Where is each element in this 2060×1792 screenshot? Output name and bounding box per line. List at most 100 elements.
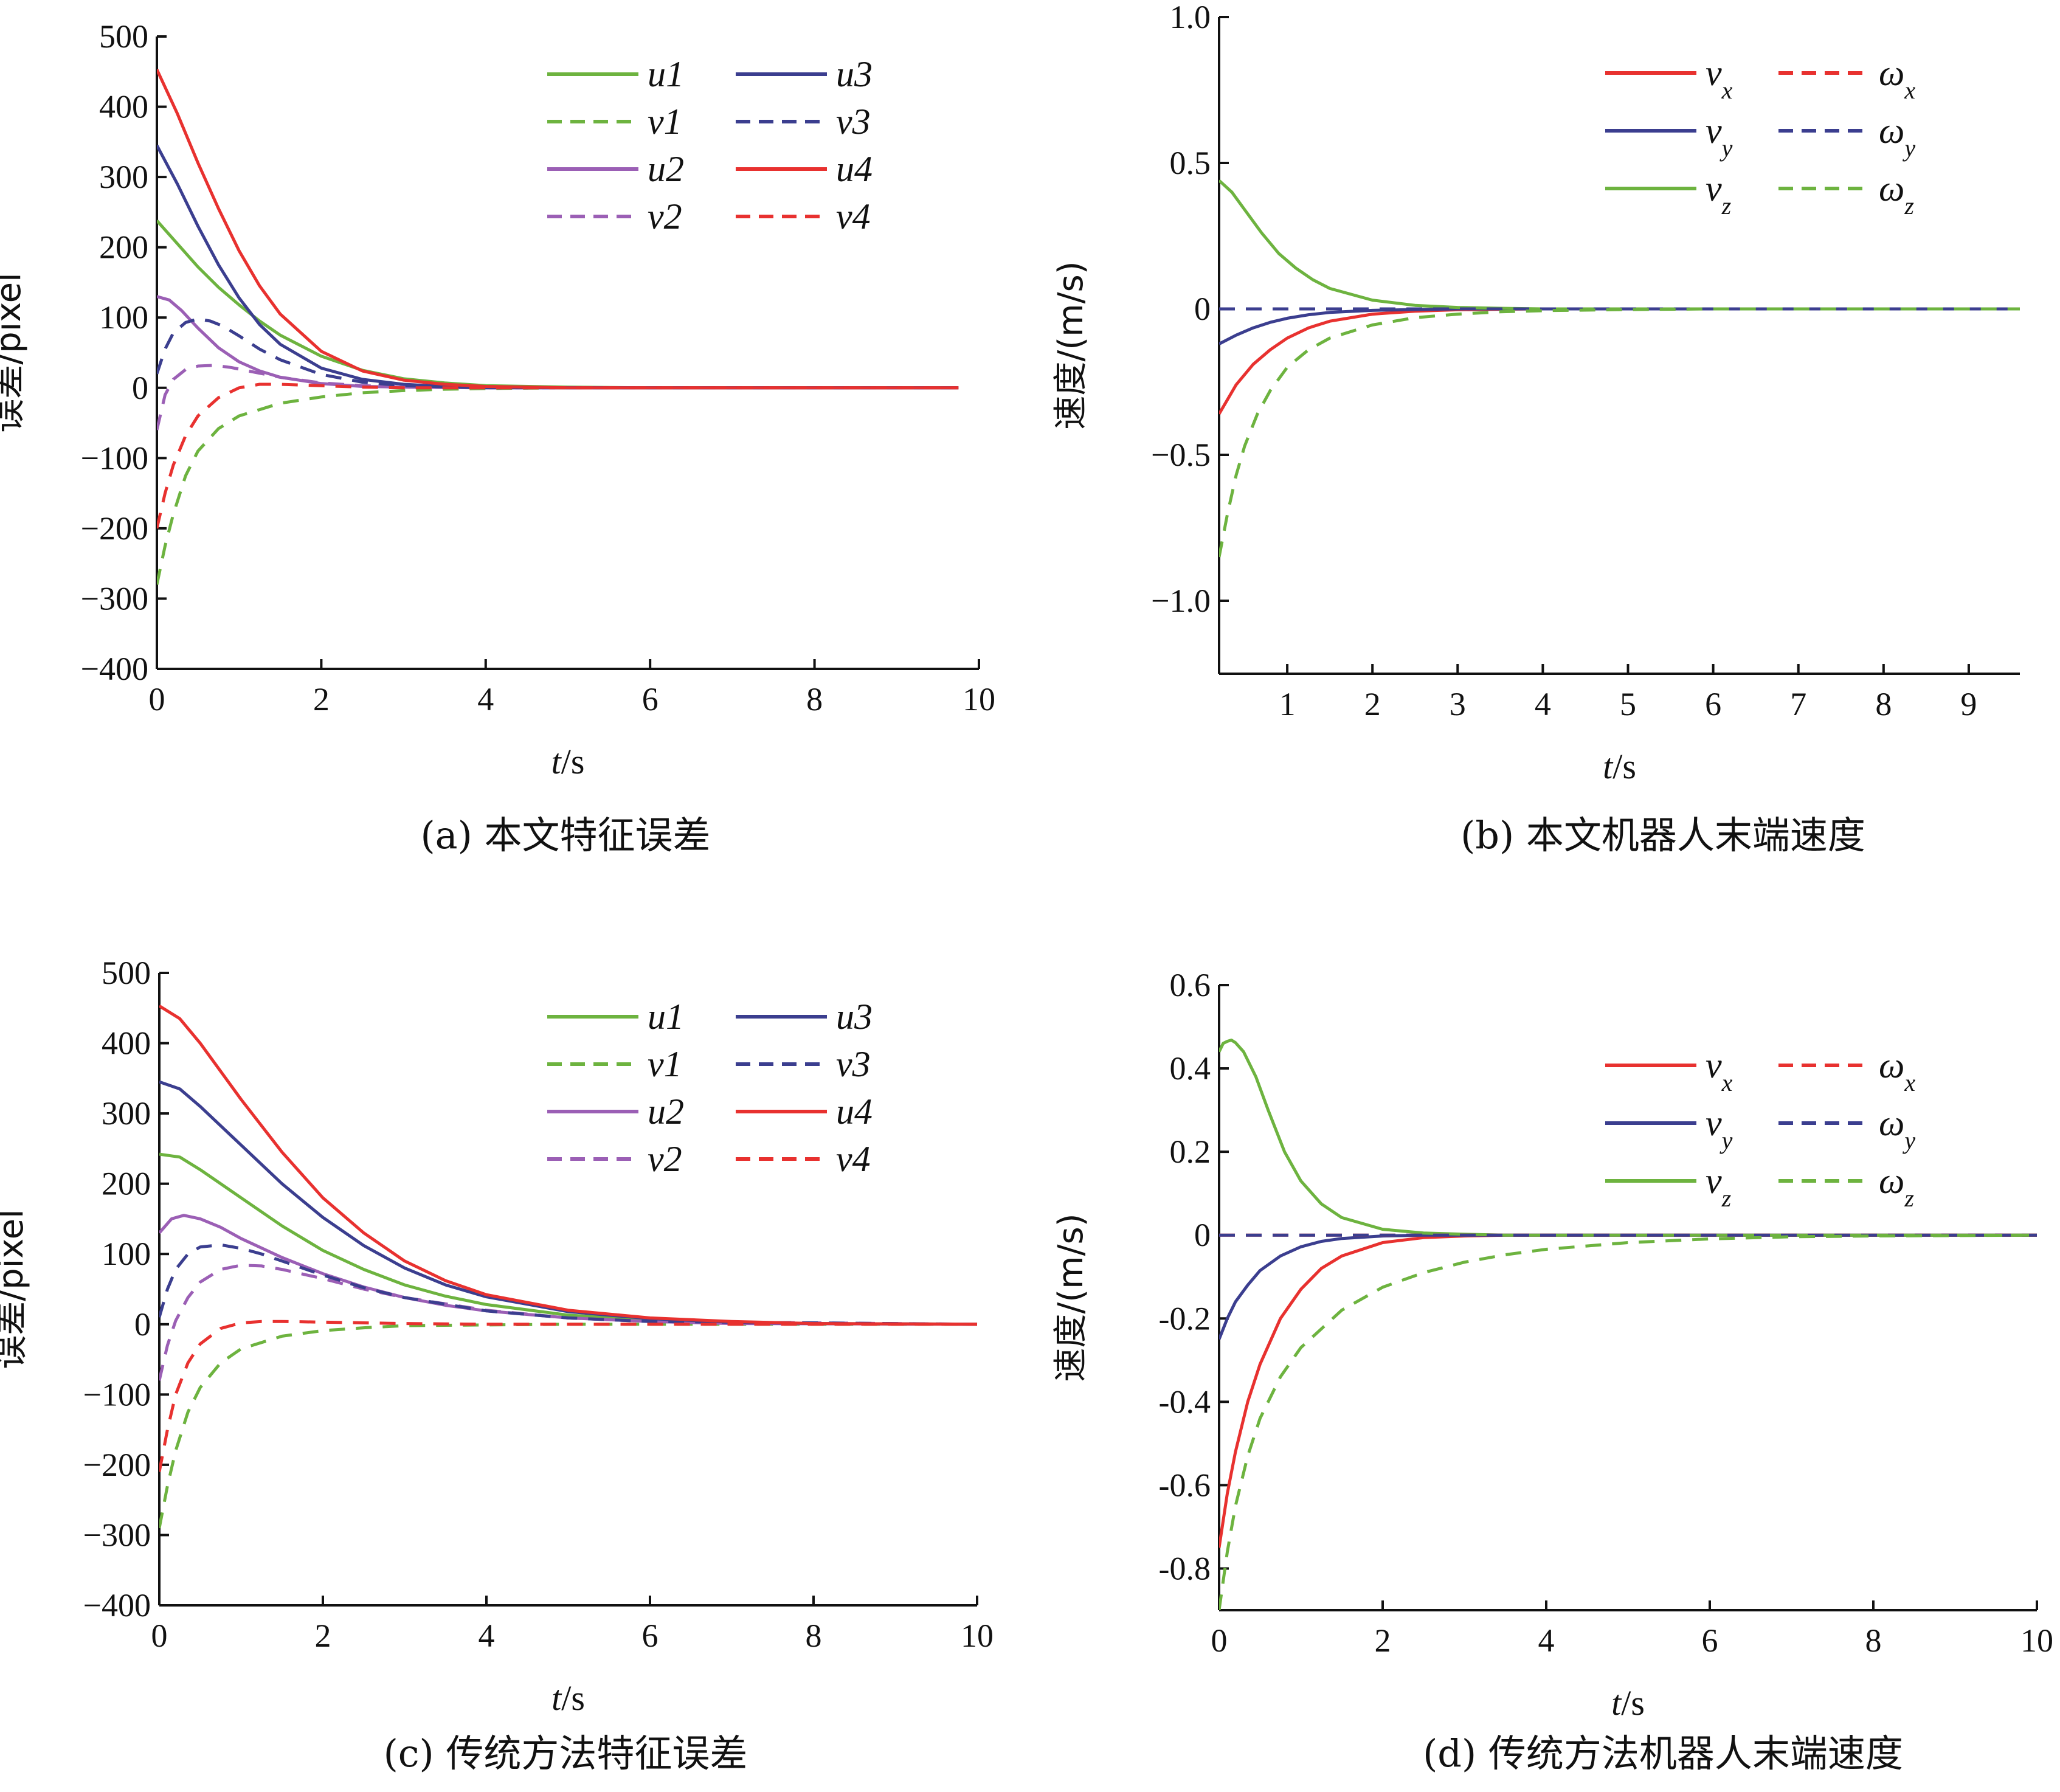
- chart-panel-1: −400 −300 −200 −100 0 100 200 300 400 500 0 2 4 6 8 10 t…: [0, 18, 995, 857]
- x-tick-label: 10: [961, 1617, 994, 1654]
- legend-label: vx: [1706, 1045, 1733, 1096]
- x-axis-title: t/s: [551, 1678, 585, 1718]
- series-line-vz: [1219, 1039, 2037, 1237]
- series-line-v1: [159, 1323, 977, 1529]
- x-tick-label: 4: [479, 1617, 495, 1654]
- legend-label: vy: [1706, 111, 1733, 162]
- x-tick-label: 1: [1279, 686, 1296, 722]
- legend-label: v4: [836, 196, 871, 237]
- panel-caption: (a) 本文特征误差: [420, 813, 710, 857]
- chart-panel-3: −400 −300 −200 −100 0 100 200 300 400 500 0 2 4 6 8 10 t…: [0, 955, 994, 1776]
- y-axis-title: 误差/pixel: [0, 272, 29, 432]
- legend-label: ωz: [1879, 168, 1914, 220]
- panel-caption: (c) 传统方法特征误差: [384, 1731, 748, 1776]
- series-line-vy: [1219, 1233, 2037, 1340]
- y-tick-label: −400: [83, 1587, 151, 1624]
- chart-panel-4: -0.8 -0.6 -0.4 -0.2 0 0.2 0.4 0.6 0 2 4 6 8 10 t/s 速度/(…: [1051, 967, 2053, 1776]
- y-axis-title: 速度/(m/s): [1051, 1213, 1091, 1382]
- x-tick-label: 10: [963, 681, 995, 718]
- series-line-v4: [157, 382, 959, 529]
- legend-label: u2: [648, 1091, 684, 1132]
- legend-label: ωx: [1879, 53, 1915, 104]
- x-tick-label: 8: [1865, 1622, 1882, 1659]
- x-tick-label: 9: [1960, 686, 1977, 722]
- legend-label: v2: [648, 196, 682, 237]
- y-tick-label: 300: [99, 159, 148, 195]
- y-tick-label: 100: [99, 299, 148, 336]
- y-tick-label: 0.4: [1170, 1050, 1211, 1087]
- y-tick-label: 0: [1194, 291, 1211, 327]
- y-tick-label: -0.6: [1159, 1467, 1211, 1503]
- y-tick-label: 0: [132, 370, 148, 406]
- legend-label: ωy: [1879, 111, 1915, 162]
- legend-label: u4: [836, 1091, 873, 1132]
- x-tick-label: 6: [642, 681, 658, 718]
- legend-label: v3: [836, 1044, 871, 1084]
- x-tick-label: 0: [149, 681, 165, 718]
- series-line-ωz: [1219, 1233, 2038, 1610]
- legend-label: v3: [836, 102, 871, 142]
- x-axis-title: t/s: [551, 742, 585, 781]
- y-tick-label: 0.6: [1170, 967, 1211, 1003]
- y-tick-label: −200: [81, 510, 148, 547]
- x-tick-label: 5: [1620, 686, 1636, 722]
- y-tick-label: −200: [83, 1447, 151, 1483]
- x-tick-label: 2: [315, 1617, 331, 1654]
- x-axis-title: t/s: [1603, 747, 1636, 786]
- series-line-v2: [157, 364, 959, 431]
- x-tick-label: 4: [1535, 686, 1551, 722]
- x-tick-label: 3: [1450, 686, 1466, 722]
- chart-panel-2: −1.0 −0.5 0 0.5 1.0 1 2 3 4 5 6 7 8 9 t/s 速度/(m/s) vx ωx v…: [1051, 0, 2020, 857]
- legend-label: u1: [648, 54, 684, 94]
- legend-label: u2: [648, 149, 684, 189]
- y-tick-label: −300: [81, 580, 148, 617]
- y-tick-label: 200: [102, 1166, 151, 1202]
- y-tick-label: 0.5: [1170, 145, 1211, 181]
- y-axis-title: 误差/pixel: [0, 1209, 31, 1369]
- legend-label: u3: [836, 997, 873, 1037]
- legend-label: v4: [836, 1139, 871, 1179]
- legend-label: u4: [836, 149, 873, 189]
- series-line-u4: [157, 69, 959, 390]
- x-tick-label: 2: [313, 681, 330, 718]
- legend-label: u3: [836, 54, 873, 94]
- y-tick-label: 100: [102, 1236, 151, 1272]
- y-tick-label: 0.2: [1170, 1133, 1211, 1170]
- y-tick-label: −400: [81, 651, 148, 687]
- y-tick-label: 300: [102, 1095, 151, 1132]
- legend-label: vz: [1706, 168, 1732, 220]
- series-line-ωz: [1219, 307, 2020, 558]
- legend-label: v1: [648, 102, 682, 142]
- legend-label: vx: [1706, 53, 1733, 104]
- legend-label: ωy: [1879, 1103, 1915, 1154]
- y-tick-label: 500: [99, 18, 148, 55]
- x-tick-label: 8: [1875, 686, 1892, 722]
- y-tick-label: −1.0: [1151, 583, 1211, 619]
- y-tick-label: 400: [99, 89, 148, 125]
- series-line-vx: [1219, 1233, 2037, 1548]
- legend-label: ωx: [1879, 1045, 1915, 1096]
- x-axis-title: t/s: [1611, 1683, 1645, 1723]
- x-tick-label: 8: [806, 1617, 822, 1654]
- x-tick-label: 4: [1538, 1622, 1555, 1659]
- series-line-v3: [159, 1243, 978, 1326]
- y-tick-label: −300: [83, 1517, 151, 1553]
- y-tick-label: 200: [99, 229, 148, 266]
- x-tick-label: 0: [151, 1617, 168, 1654]
- legend-label: v1: [648, 1044, 682, 1084]
- x-tick-label: 0: [1211, 1622, 1228, 1659]
- x-tick-label: 2: [1375, 1622, 1391, 1659]
- y-tick-label: 500: [102, 955, 151, 991]
- legend-label: v2: [648, 1139, 682, 1179]
- series-line-u1: [159, 1152, 978, 1326]
- y-tick-label: -0.8: [1159, 1550, 1211, 1586]
- y-tick-label: -0.2: [1159, 1300, 1211, 1337]
- x-tick-label: 2: [1364, 686, 1381, 722]
- series-line-u2: [159, 1214, 978, 1326]
- series-line-vy: [1219, 307, 2020, 345]
- legend-label: vz: [1706, 1161, 1732, 1212]
- y-tick-label: 0: [1194, 1217, 1211, 1253]
- series-line-u1: [157, 220, 959, 390]
- x-tick-label: 10: [2020, 1622, 2053, 1659]
